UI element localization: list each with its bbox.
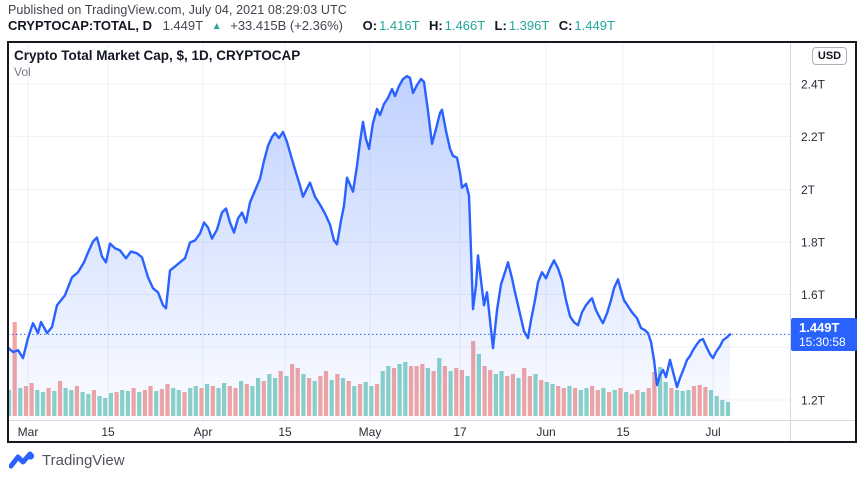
- time-tick-label: Apr: [194, 425, 213, 439]
- footer[interactable]: TradingView: [9, 450, 125, 470]
- published-line: Published on TradingView.com, July 04, 2…: [8, 3, 347, 17]
- tradingview-logo-icon: [9, 451, 35, 469]
- time-tick-label: Mar: [18, 425, 39, 439]
- time-tick-label: 15: [101, 425, 115, 439]
- price-tick-label: 2T: [801, 183, 816, 197]
- current-price-value: 1.449T: [799, 320, 840, 335]
- up-triangle-icon: ▲: [211, 21, 222, 32]
- time-axis-labels[interactable]: Mar 15 Apr 15 May 17 Jun 15 Jul: [18, 425, 721, 439]
- high-value: 1.466T: [444, 18, 485, 33]
- low-label: L:: [494, 18, 507, 33]
- last-value: 1.449T: [162, 18, 204, 33]
- currency-badge: USD: [812, 47, 847, 65]
- symbol-name: CRYPTOCAP:TOTAL, D: [8, 18, 152, 33]
- close-value: 1.449T: [574, 18, 615, 33]
- open-value: 1.416T: [379, 18, 420, 33]
- area-fill: [8, 76, 730, 419]
- low-value: 1.396T: [508, 18, 550, 33]
- tradingview-brand-text: TradingView: [42, 451, 125, 469]
- time-tick-label: Jul: [705, 425, 720, 439]
- time-tick-label: 15: [278, 425, 292, 439]
- price-axis-labels[interactable]: 2.4T 2.2T 2T 1.8T 1.6T 1.2T: [801, 78, 826, 408]
- price-tick-label: 1.6T: [801, 288, 826, 302]
- time-tick-label: May: [359, 425, 382, 439]
- time-tick-label: Jun: [536, 425, 555, 439]
- time-tick-label: 15: [616, 425, 630, 439]
- price-line: [8, 74, 732, 389]
- price-tick-label: 2.2T: [801, 130, 826, 144]
- symbol-status-line: CRYPTOCAP:TOTAL, D 1.449T ▲ +33.415B (+2…: [8, 18, 615, 33]
- price-tick-label: 1.2T: [801, 393, 826, 407]
- close-label: C:: [558, 18, 573, 33]
- time-tick-label: 17: [453, 425, 467, 439]
- volume-indicator-label: Vol: [14, 65, 31, 79]
- open-label: O:: [362, 18, 378, 33]
- current-price-badge: 1.449T 15:30:58: [791, 318, 857, 351]
- chart-frame-border: [7, 41, 857, 443]
- price-tick-label: 1.8T: [801, 235, 826, 249]
- price-area-series[interactable]: [7, 74, 732, 419]
- current-price-countdown: 15:30:58: [799, 335, 846, 350]
- price-tick-label: 2.4T: [801, 78, 826, 92]
- high-label: H:: [428, 18, 443, 33]
- pane-title: Crypto Total Market Cap, $, 1D, CRYPTOCA…: [14, 48, 301, 63]
- change-value: +33.415B (+2.36%): [230, 18, 343, 33]
